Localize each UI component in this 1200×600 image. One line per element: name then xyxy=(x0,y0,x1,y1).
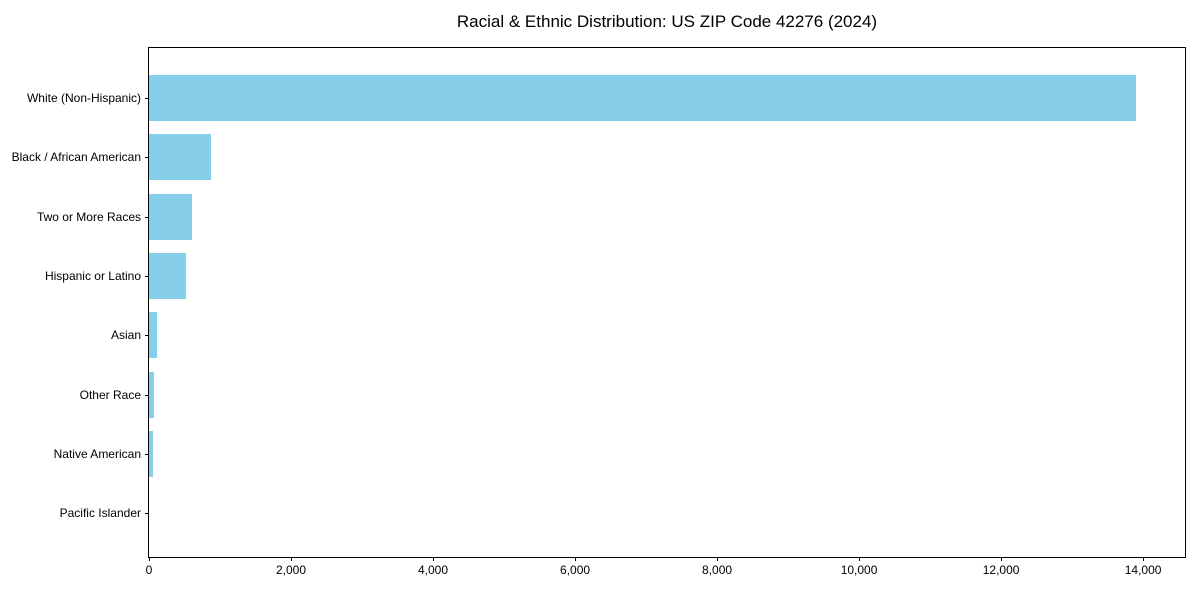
x-tick-label: 4,000 xyxy=(418,563,449,577)
chart-title: Racial & Ethnic Distribution: US ZIP Cod… xyxy=(456,12,878,31)
x-tick-mark xyxy=(1001,557,1003,561)
x-tick-mark xyxy=(859,557,861,561)
x-tick-mark xyxy=(433,557,435,561)
x-tick-label: 6,000 xyxy=(560,563,591,577)
x-tick-mark xyxy=(149,557,150,561)
y-tick-mark xyxy=(145,216,149,218)
x-tick-mark xyxy=(717,557,719,561)
y-tick-label: Asian xyxy=(110,328,141,343)
y-tick-mark xyxy=(145,394,149,396)
bar xyxy=(149,252,186,299)
x-tick-mark xyxy=(291,557,292,561)
x-tick-label: 12,000 xyxy=(982,563,1020,577)
x-tick-label: 8,000 xyxy=(702,563,733,577)
x-tick-label: 0 xyxy=(145,563,153,577)
bar xyxy=(149,430,153,477)
y-tick-mark xyxy=(145,453,149,455)
bar xyxy=(149,312,157,359)
y-tick-label: Pacific Islander xyxy=(59,506,141,521)
y-tick-label: Native American xyxy=(53,446,141,461)
bar xyxy=(149,193,192,240)
y-tick-mark xyxy=(145,157,149,159)
y-tick-label: Black / African American xyxy=(11,150,141,165)
x-tick-label: 14,000 xyxy=(1124,563,1162,577)
bar xyxy=(149,134,212,181)
y-tick-mark xyxy=(145,335,149,337)
x-tick-mark xyxy=(575,557,577,561)
x-tick-label: 10,000 xyxy=(840,563,878,577)
y-tick-mark xyxy=(145,275,149,277)
bar xyxy=(149,371,155,418)
y-tick-label: White (Non-Hispanic) xyxy=(26,91,141,105)
y-tick-label: Hispanic or Latino xyxy=(44,268,141,283)
x-tick-mark xyxy=(1143,557,1145,561)
bar xyxy=(149,75,1136,121)
y-tick-label: Two or More Races xyxy=(36,209,141,224)
y-tick-label: Other Race xyxy=(79,387,141,402)
y-tick-mark xyxy=(145,98,149,99)
x-tick-label: 2,000 xyxy=(275,563,307,577)
y-tick-mark xyxy=(145,513,149,515)
plot-area xyxy=(148,47,1186,558)
